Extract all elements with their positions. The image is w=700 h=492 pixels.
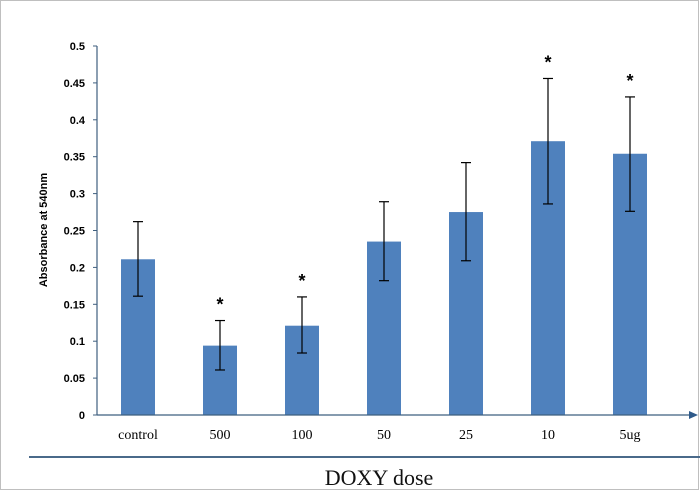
error-bar: [543, 77, 553, 205]
x-axis-arrow: [689, 411, 698, 419]
significance-markers: * * * *: [216, 52, 633, 314]
y-tick-label: 0.05: [64, 373, 85, 385]
x-tick-label: 500: [210, 428, 231, 443]
significance-star: *: [544, 52, 551, 72]
x-tick-label: 5ug: [620, 428, 641, 443]
y-tick-label: 0.2: [70, 262, 85, 274]
x-tick-label: control: [118, 428, 158, 443]
error-bar: [297, 296, 307, 354]
y-tick-label: 0.15: [64, 299, 85, 311]
y-tick-label: 0.3: [70, 189, 85, 201]
y-axis-label: Absorbance at 540nm: [38, 173, 50, 288]
y-tick-label: 0.45: [64, 78, 85, 90]
y-tick-label: 0: [79, 410, 85, 422]
x-tick-label: 10: [541, 428, 555, 443]
y-tick-label: 0.4: [70, 115, 86, 127]
error-bars: [133, 77, 635, 371]
significance-star: *: [298, 271, 305, 291]
error-bar: [379, 201, 389, 282]
y-tick-label: 0.5: [70, 41, 85, 53]
x-tick-labels: control 500 100 50 25 10 5ug: [118, 428, 640, 443]
y-tick-label: 0.35: [64, 152, 85, 164]
error-bar: [133, 221, 143, 297]
x-tick-label: 50: [377, 428, 391, 443]
error-bar: [625, 96, 635, 212]
x-axis-label: DOXY dose: [325, 465, 434, 490]
x-tick-label: 100: [292, 428, 313, 443]
significance-star: *: [626, 71, 633, 91]
x-tick-label: 25: [459, 428, 473, 443]
error-bar: [215, 319, 225, 371]
error-bar: [461, 162, 471, 262]
significance-star: *: [216, 295, 223, 315]
y-tick-labels: 0 0.05 0.1 0.15 0.2 0.25 0.3 0.35 0.4 0.45 0.5: [64, 41, 97, 422]
y-tick-label: 0.25: [64, 226, 85, 238]
y-tick-label: 0.1: [70, 336, 85, 348]
